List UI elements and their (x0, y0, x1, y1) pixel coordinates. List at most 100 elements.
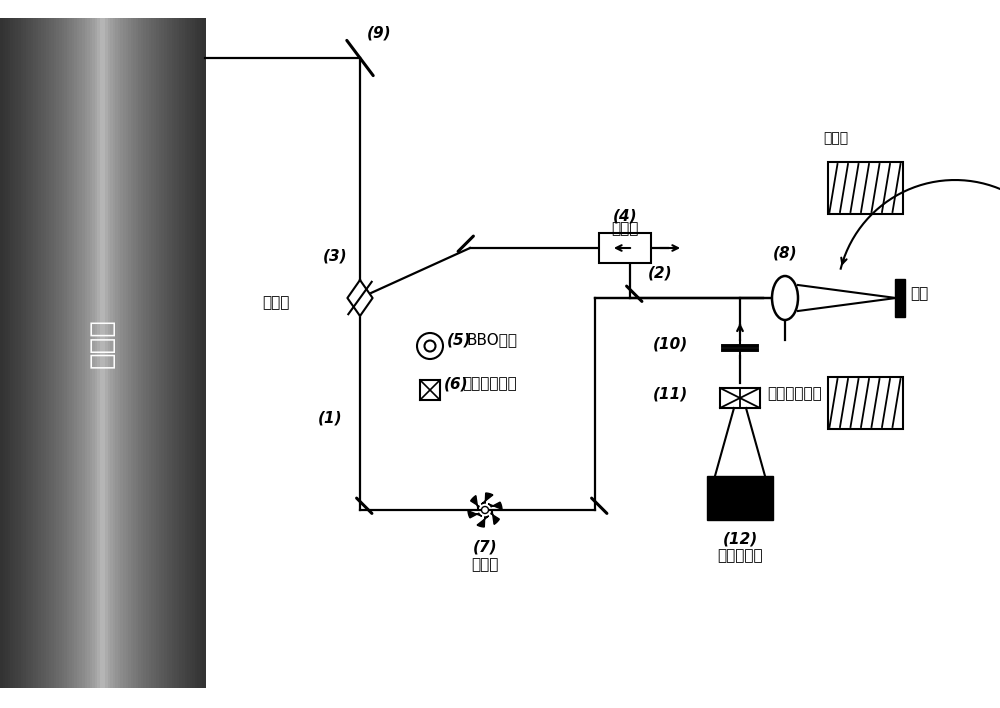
Bar (44, 18, 47, 688)
Polygon shape (471, 496, 479, 510)
Text: (12): (12) (722, 532, 758, 547)
Bar (120, 18, 124, 688)
Bar (110, 18, 114, 688)
Text: (5): (5) (447, 333, 472, 348)
Bar (15, 18, 19, 688)
Bar (123, 18, 127, 688)
Bar (90, 18, 93, 688)
Bar (154, 18, 157, 688)
Bar (26, 18, 29, 688)
Text: (1): (1) (317, 411, 342, 426)
Bar (77, 18, 80, 688)
Text: 电磁铁: 电磁铁 (823, 131, 848, 145)
Bar (149, 18, 152, 688)
Bar (108, 18, 111, 688)
Text: 分束片: 分束片 (263, 295, 290, 311)
Bar (720, 388, 760, 408)
Bar (8, 18, 11, 688)
Bar (420, 380, 440, 400)
Text: 延迟线: 延迟线 (611, 221, 639, 236)
Bar (177, 18, 180, 688)
Text: 平衡探测器: 平衡探测器 (717, 548, 763, 563)
Bar (895, 279, 905, 317)
Bar (87, 18, 91, 688)
Bar (100, 18, 104, 688)
Bar (49, 18, 52, 688)
Bar (82, 18, 86, 688)
Bar (72, 18, 75, 688)
Bar (97, 18, 101, 688)
Bar (54, 18, 57, 688)
Bar (0, 18, 4, 688)
Polygon shape (488, 502, 502, 509)
Bar (46, 18, 50, 688)
Bar (3, 18, 6, 688)
Bar (164, 18, 168, 688)
Polygon shape (481, 493, 493, 504)
Text: (7): (7) (473, 540, 497, 555)
Bar (102, 18, 106, 688)
Bar (143, 18, 147, 688)
Bar (828, 162, 902, 214)
Text: (2): (2) (648, 265, 672, 280)
Bar (5, 18, 9, 688)
Bar (31, 18, 34, 688)
Bar (59, 18, 62, 688)
Bar (85, 18, 88, 688)
Text: 格兰泰勒棱镜: 格兰泰勒棱镜 (462, 377, 517, 392)
Text: (6): (6) (444, 377, 469, 392)
Bar (182, 18, 185, 688)
Text: 激光器: 激光器 (88, 318, 116, 368)
Bar (10, 18, 14, 688)
Bar (51, 18, 55, 688)
Bar (707, 476, 773, 520)
Bar (202, 18, 206, 688)
Bar (167, 18, 170, 688)
Bar (23, 18, 27, 688)
Circle shape (481, 506, 488, 513)
Bar (156, 18, 160, 688)
Text: 沃拉斯顿棱镜: 沃拉斯顿棱镜 (767, 387, 822, 401)
Bar (828, 377, 902, 429)
Polygon shape (477, 516, 489, 527)
Bar (115, 18, 119, 688)
Bar (195, 18, 198, 688)
Bar (33, 18, 37, 688)
Text: (9): (9) (367, 25, 392, 40)
Text: (11): (11) (653, 387, 688, 401)
Bar (62, 18, 65, 688)
Bar (13, 18, 16, 688)
Bar (28, 18, 32, 688)
Bar (92, 18, 96, 688)
Bar (187, 18, 191, 688)
Bar (131, 18, 134, 688)
Text: 样品: 样品 (910, 287, 928, 302)
Bar (197, 18, 201, 688)
Bar (20, 18, 24, 688)
Bar (599, 233, 651, 263)
Bar (192, 18, 196, 688)
Ellipse shape (772, 276, 798, 320)
Bar (128, 18, 132, 688)
Polygon shape (468, 510, 482, 518)
Bar (172, 18, 175, 688)
Bar (190, 18, 193, 688)
Bar (69, 18, 73, 688)
Bar (64, 18, 68, 688)
Bar (56, 18, 60, 688)
Bar (200, 18, 203, 688)
Polygon shape (491, 510, 499, 525)
Text: (3): (3) (323, 248, 347, 263)
Bar (18, 18, 22, 688)
Bar (67, 18, 70, 688)
Bar (141, 18, 144, 688)
Bar (105, 18, 109, 688)
Bar (41, 18, 45, 688)
Polygon shape (347, 280, 373, 316)
Text: (8): (8) (773, 246, 797, 261)
Bar (146, 18, 150, 688)
Bar (151, 18, 155, 688)
Bar (126, 18, 129, 688)
Bar (169, 18, 173, 688)
Bar (184, 18, 188, 688)
